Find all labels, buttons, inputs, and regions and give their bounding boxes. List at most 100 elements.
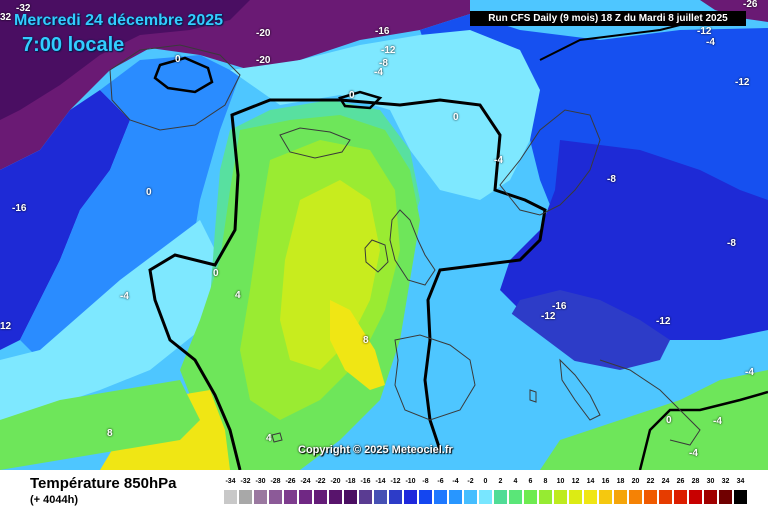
scale-tick-label: -10 [405, 478, 416, 485]
contour-label: 8 [107, 428, 113, 439]
scale-color-swatch [374, 490, 387, 504]
scale-tick-label: 34 [736, 478, 745, 485]
scale-color-swatch [464, 490, 477, 504]
scale-color-swatch [539, 490, 552, 504]
coastline-ireland [364, 239, 389, 273]
temperature-map [0, 0, 768, 470]
mid-blue-band [20, 55, 240, 360]
scale-tick-label: -24 [300, 478, 311, 485]
scale-tick-label: -6 [437, 478, 444, 485]
scale-tick-label: -34 [225, 478, 236, 485]
coastline-greenland [109, 44, 241, 131]
scale-color-swatch [329, 490, 342, 504]
scale-color-swatch [644, 490, 657, 504]
contour-label: 0 [349, 90, 355, 101]
variable-title: Température 850hPa [30, 475, 177, 492]
scale-color-swatch [734, 490, 747, 504]
scale-tick-label: -30 [255, 478, 266, 485]
polar-violet-inner [0, 0, 250, 120]
contour-label: -32 [16, 3, 31, 14]
coastline-iceland [279, 127, 351, 159]
contour-label: -12 [541, 311, 556, 322]
forecast-hour: (+ 4044h) [30, 494, 78, 506]
scale-tick-label: 22 [646, 478, 655, 485]
model-run-info: Run CFS Daily (9 mois) 18 Z du Mardi 8 j… [470, 11, 746, 26]
coastline-scandinavia [499, 109, 601, 216]
scale-color-swatch [479, 490, 492, 504]
contour-label: 0 [213, 268, 219, 279]
scale-tick-label: 26 [676, 478, 685, 485]
coastline-azores [271, 432, 283, 443]
scale-color-swatch [719, 490, 732, 504]
scale-color-swatch [569, 490, 582, 504]
contour-label: -8 [727, 238, 736, 249]
scale-tick-label: -12 [390, 478, 401, 485]
scale-color-swatch [344, 490, 357, 504]
contour-label: 0 [175, 54, 181, 65]
scale-tick-label: -28 [270, 478, 281, 485]
scale-color-swatch [239, 490, 252, 504]
scale-tick-label: 0 [483, 478, 488, 485]
scale-color-swatch [554, 490, 567, 504]
coastline-britain [389, 209, 436, 286]
scale-tick-label: -4 [452, 478, 459, 485]
scale-tick-label: -32 [240, 478, 251, 485]
scale-tick-label: -16 [360, 478, 371, 485]
scale-color-swatch [314, 490, 327, 504]
contour-label: 0 [146, 187, 152, 198]
scale-tick-label: -18 [345, 478, 356, 485]
contour-label: -4 [745, 367, 754, 378]
cold-west-zone [0, 90, 130, 350]
scale-tick-label: 32 [721, 478, 730, 485]
scale-color-swatch [704, 490, 717, 504]
contour-label: 4 [235, 290, 241, 301]
scale-color-swatch [449, 490, 462, 504]
scale-color-swatch [659, 490, 672, 504]
scale-tick-label: -14 [375, 478, 386, 485]
scale-tick-label: -22 [315, 478, 326, 485]
contour-label: 0 [666, 415, 672, 426]
scale-color-swatch [404, 490, 417, 504]
scale-tick-label: 10 [556, 478, 565, 485]
scale-color-swatch [299, 490, 312, 504]
scale-tick-label: 20 [631, 478, 640, 485]
contour-label: -4 [374, 67, 383, 78]
contour-label: 8 [363, 335, 369, 346]
copyright-notice: Copyright © 2025 Meteociel.fr [298, 444, 453, 456]
green-south-west [0, 380, 200, 470]
contour-label: -4 [713, 416, 722, 427]
cyan-band-north [230, 30, 540, 200]
contour-label: -4 [494, 155, 503, 166]
zero-isotherm-loop [153, 56, 214, 94]
contour-label: -12 [735, 77, 750, 88]
scale-tick-label: -20 [330, 478, 341, 485]
scale-color-swatch [494, 490, 507, 504]
scale-color-swatch [254, 490, 267, 504]
scale-color-swatch [284, 490, 297, 504]
contour-east [539, 19, 701, 61]
scale-color-swatch [389, 490, 402, 504]
contour-label: -4 [706, 37, 715, 48]
contour-label: -12 [381, 45, 396, 56]
yellow-core-center [330, 300, 385, 390]
contour-label: -16 [552, 301, 567, 312]
coastline-iberia [394, 334, 476, 421]
scale-color-swatch [614, 490, 627, 504]
forecast-local-time: 7:00 locale [22, 34, 125, 56]
scale-color-swatch [599, 490, 612, 504]
contour-label: -4 [120, 291, 129, 302]
scale-color-swatch [434, 490, 447, 504]
contour-label: -8 [607, 174, 616, 185]
scale-tick-label: 28 [691, 478, 700, 485]
scale-color-swatch [269, 490, 282, 504]
scale-tick-label: 18 [616, 478, 625, 485]
contour-label: -12 [656, 316, 671, 327]
scale-color-swatch [674, 490, 687, 504]
cyan-band-west [0, 220, 220, 420]
scale-tick-label: 12 [571, 478, 580, 485]
scale-color-swatch [509, 490, 522, 504]
zero-isotherm-loop-2 [338, 90, 383, 110]
zero-isotherm [148, 98, 547, 470]
contour-label: -4 [689, 448, 698, 459]
contour-label: -20 [256, 55, 271, 66]
